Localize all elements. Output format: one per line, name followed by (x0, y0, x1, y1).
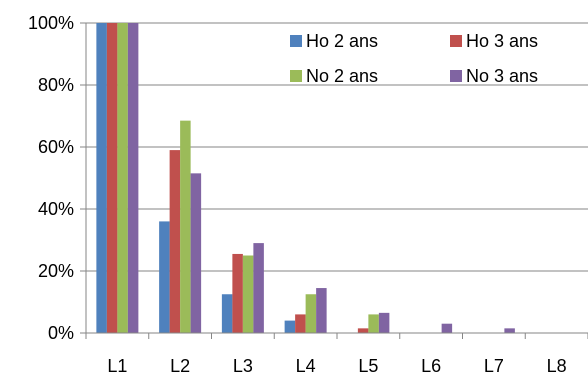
bar-ho-2-ans-l2 (159, 221, 170, 333)
y-tick-label: 80% (38, 75, 74, 95)
y-tick-label: 40% (38, 199, 74, 219)
legend-label: Ho 3 ans (466, 31, 538, 51)
bar-no-2-ans-l5 (368, 314, 379, 333)
y-tick-label: 60% (38, 137, 74, 157)
bar-ho-3-ans-l5 (357, 328, 369, 333)
bar-ho-3-ans-l2 (169, 150, 181, 333)
y-tick-label: 100% (28, 13, 74, 33)
legend-item: No 3 ans (450, 66, 538, 86)
x-tick-label: L4 (296, 356, 316, 376)
legend-swatch (450, 70, 462, 82)
x-tick-label: L3 (233, 356, 253, 376)
x-tick-label: L5 (358, 356, 378, 376)
bar-ho-3-ans-l4 (295, 314, 306, 333)
legend-label: No 2 ans (306, 66, 378, 86)
y-tick-labels: 0% 20% 40% 60% 80% 100% (28, 13, 74, 343)
legend-label: Ho 2 ans (306, 31, 378, 51)
legend-item: No 2 ans (290, 66, 378, 86)
bar-no-3-ans-l2 (190, 173, 202, 333)
bar-ho-3-ans-l1 (106, 23, 118, 333)
legend-swatch (290, 35, 302, 47)
bar-no-3-ans-l1 (127, 23, 139, 333)
bar-ho-2-ans-l1 (96, 23, 107, 333)
bar-no-3-ans-l5 (378, 312, 390, 333)
bar-no-3-ans-l3 (253, 243, 264, 333)
legend-swatch (450, 35, 462, 47)
bar-no-3-ans-l7 (504, 328, 515, 333)
bar-no-2-ans-l4 (305, 294, 317, 333)
x-tick-label: L2 (170, 356, 190, 376)
y-tick-label: 20% (38, 261, 74, 281)
legend-swatch (290, 70, 302, 82)
bar-no-3-ans-l6 (441, 323, 453, 333)
bar-no-2-ans-l2 (180, 120, 191, 334)
axes (80, 22, 588, 339)
bar-ho-3-ans-l3 (232, 253, 243, 333)
legend-label: No 3 ans (466, 66, 538, 86)
bar-ho-2-ans-l4 (284, 320, 296, 333)
bar-no-2-ans-l3 (242, 255, 254, 333)
x-tick-labels: L1 L2 L3 L4 L5 L6 L7 L8 (107, 356, 566, 376)
x-tick-label: L7 (484, 356, 504, 376)
bar-no-3-ans-l4 (316, 288, 327, 333)
legend-item: Ho 3 ans (450, 31, 538, 51)
x-tick-label: L6 (421, 356, 441, 376)
x-tick-label: L8 (547, 356, 567, 376)
bar-no-2-ans-l1 (117, 23, 128, 333)
legend: Ho 2 ans Ho 3 ans No 2 ans No 3 ans (290, 31, 538, 86)
x-tick-label: L1 (107, 356, 127, 376)
bar-ho-2-ans-l3 (221, 294, 233, 333)
legend-item: Ho 2 ans (290, 31, 378, 51)
bars (96, 23, 515, 334)
y-tick-label: 0% (48, 323, 74, 343)
